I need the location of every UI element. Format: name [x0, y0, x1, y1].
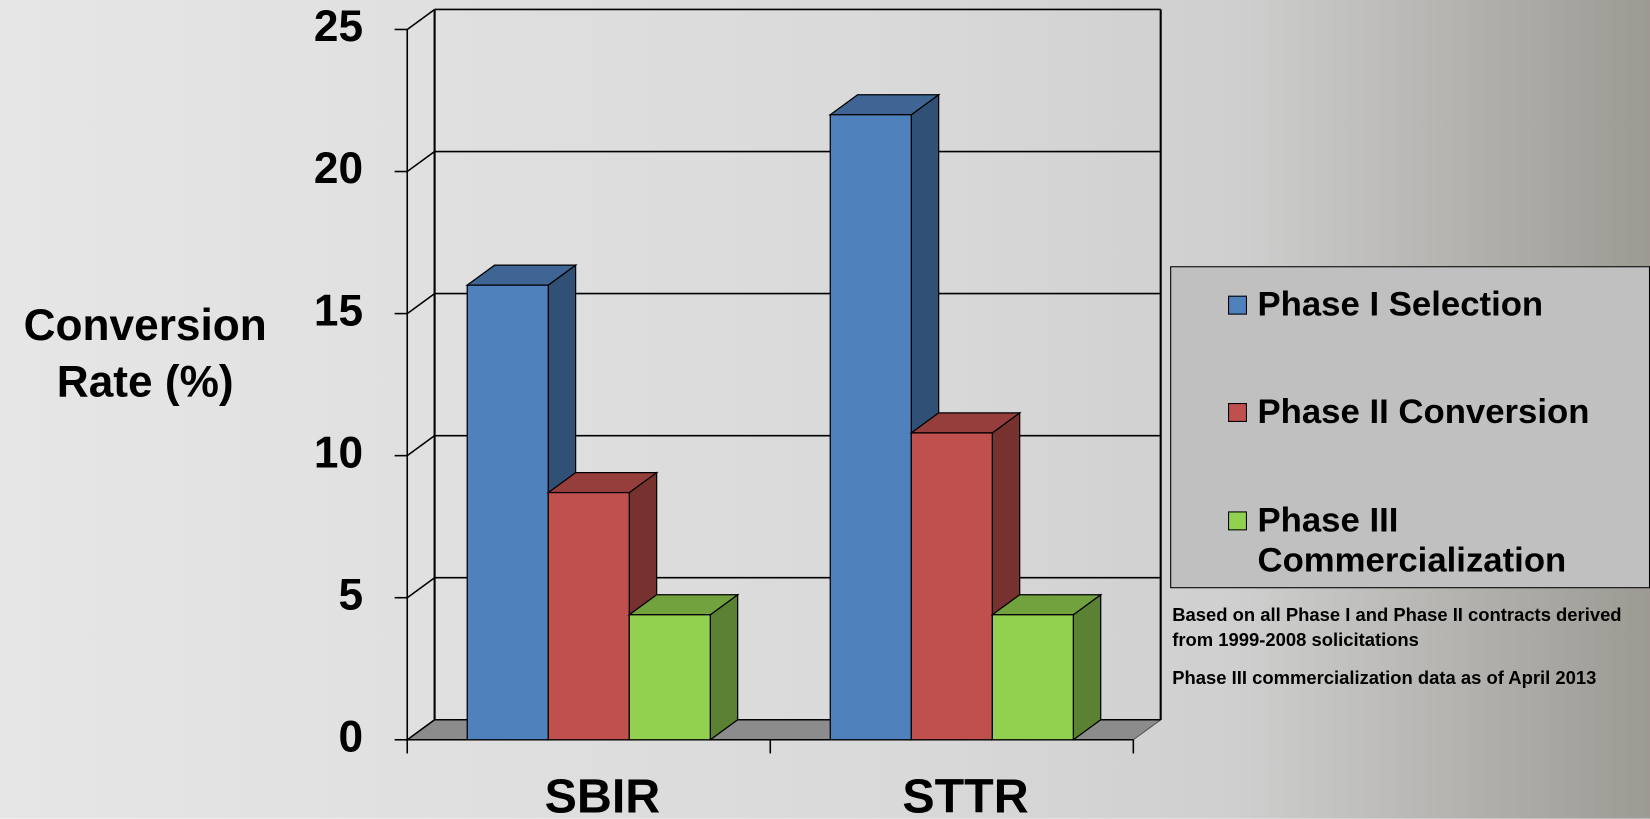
bar	[547, 491, 630, 741]
legend-entry: Phase II Conversion	[1228, 391, 1636, 431]
legend-label: Phase I Selection	[1257, 284, 1544, 324]
grid-line	[406, 150, 436, 173]
legend-swatch	[1228, 295, 1247, 315]
notes: Based on all Phase I and Phase II contra…	[1172, 602, 1635, 703]
bar	[829, 114, 912, 741]
note: Phase III commercialization data as of A…	[1172, 667, 1597, 689]
y-tick-label: 5	[338, 570, 363, 619]
grid-line	[406, 719, 436, 741]
bar	[991, 614, 1074, 741]
legend-swatch	[1228, 403, 1247, 422]
y-tick-label: 25	[314, 2, 363, 51]
legend-entry: Phase I Selection	[1228, 284, 1636, 324]
legend-swatch	[1228, 511, 1247, 531]
y-tick-label: 15	[314, 286, 363, 335]
legend-label: Phase II Conversion	[1257, 391, 1590, 431]
y-tick-label: 20	[314, 144, 363, 193]
x-tick-label: SBIR	[545, 770, 661, 819]
bar	[910, 432, 993, 741]
bar	[628, 614, 711, 741]
grid-line	[406, 435, 436, 457]
legend-entry: Phase III Commercialization	[1228, 500, 1636, 580]
bar	[466, 284, 549, 741]
note: Based on all Phase I and Phase II contra…	[1172, 604, 1622, 651]
y-tick-label: 10	[314, 428, 363, 477]
y-tick-label: 0	[338, 712, 363, 761]
y-axis-label: Conversion Rate (%)	[23, 299, 267, 407]
grid-line	[406, 577, 436, 599]
bar-side	[709, 593, 739, 742]
legend-label: Phase III Commercialization	[1257, 499, 1567, 579]
legend: Phase I Selection Phase II Conversion Phas…	[1170, 266, 1650, 589]
grid-line	[406, 292, 436, 315]
x-tick-label: STTR	[902, 770, 1028, 819]
grid-line	[406, 8, 436, 31]
bar-side	[1072, 593, 1102, 742]
